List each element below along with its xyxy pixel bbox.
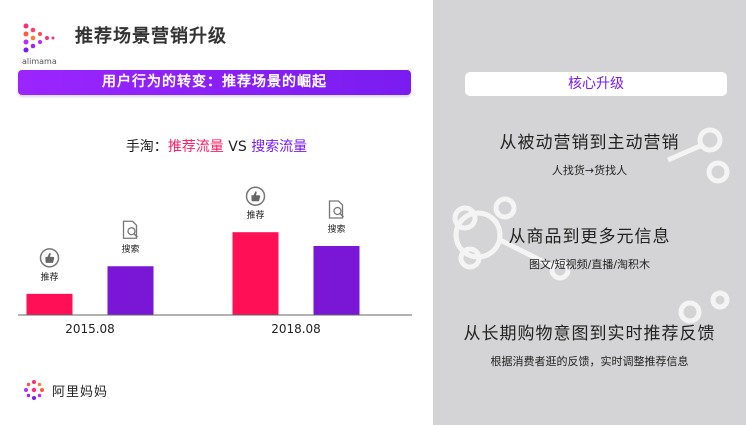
bar-search-1 [313, 246, 360, 315]
upgrade-point-sub: 根据消费者逛的反馈，实时调整推荐信息 [490, 355, 689, 368]
footer-brand: 阿里妈妈 [52, 385, 109, 400]
bar-label-search-1: 搜索 [327, 223, 345, 235]
bar-recommend-1 [232, 232, 279, 315]
upgrade-point-1: 从被动营销到主动营销 人找货→货找人 [433, 128, 746, 178]
comparison-title: 手淘：推荐流量 VS 搜索流量 [0, 136, 433, 156]
upgrade-point-head: 从长期购物意图到实时推荐反馈 [463, 324, 716, 344]
network-decoration [452, 127, 730, 324]
thumbs-up-icon [39, 248, 60, 268]
alimama-logo-icon [23, 23, 55, 53]
upgrade-point-head: 从被动营销到主动营销 [499, 133, 680, 153]
vs-label: VS [223, 139, 252, 155]
recommend-flow-label: 推荐流量 [167, 139, 224, 155]
search-flow-label: 搜索流量 [251, 139, 308, 155]
bar-label-recommend-1: 推荐 [246, 209, 264, 221]
search-document-icon [328, 200, 345, 219]
x-tick-label-0: 2015.08 [65, 322, 115, 336]
bar-label-recommend-0: 推荐 [40, 271, 58, 283]
logo-text: alimama [22, 57, 57, 66]
upgrade-point-2: 从商品到更多元信息 图文/短视频/直播/淘积木 [433, 222, 746, 272]
x-tick-label-1: 2018.08 [271, 322, 321, 336]
upgrade-point-head: 从商品到更多元信息 [508, 227, 671, 247]
comparison-prefix: 手淘： [125, 139, 168, 155]
upgrade-point-sub: 图文/短视频/直播/淘积木 [528, 258, 651, 271]
core-upgrade-pill: 核心升级 [465, 72, 727, 96]
bar-label-search-0: 搜索 [121, 243, 139, 255]
bar-recommend-0 [26, 293, 73, 315]
upgrade-point-3: 从长期购物意图到实时推荐反馈 根据消费者逛的反馈，实时调整推荐信息 [433, 319, 746, 369]
section-banner: 用户行为的转变：推荐场景的崛起 [18, 70, 411, 95]
search-document-icon [122, 220, 139, 239]
footer-logo-icon [24, 380, 44, 400]
thumbs-up-icon [245, 186, 266, 206]
upgrade-point-sub: 人找货→货找人 [551, 164, 628, 177]
page-title: 推荐场景营销升级 [75, 26, 227, 47]
bar-search-0 [107, 266, 154, 315]
